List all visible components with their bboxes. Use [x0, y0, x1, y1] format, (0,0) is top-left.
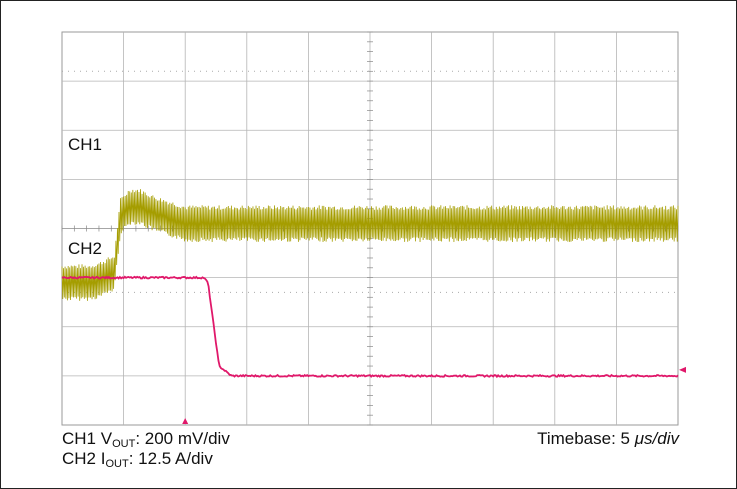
ch2-label: CH2: [66, 239, 105, 259]
ch2-legend-label: CH2: [62, 449, 97, 468]
ch2-scale-text: : 12.5 A/div: [128, 449, 213, 468]
timebase-label: Timebase: 5: [537, 429, 635, 448]
ch2-scale-legend: CH2 IOUT: 12.5 A/div: [62, 449, 213, 474]
ch2-level-marker: [679, 366, 686, 373]
ch1-trace: [61, 189, 679, 301]
timebase-unit: μs/div: [634, 429, 679, 448]
ch2-signal-subscript: OUT: [105, 458, 129, 470]
ch1-label: CH1: [66, 135, 105, 155]
ch1-signal-subscript: OUT: [112, 438, 136, 450]
ch1-scale-legend: CH1 VOUT: 200 mV/div: [62, 429, 230, 454]
timebase-legend: Timebase: 5 μs/div: [537, 429, 679, 449]
ch1-legend-label: CH1: [62, 429, 97, 448]
ch1-scale-text: : 200 mV/div: [135, 429, 230, 448]
ch1-signal: V: [100, 429, 113, 448]
ch2-trace: [61, 275, 679, 379]
markers: [182, 366, 686, 424]
ch2-signal: I: [100, 449, 106, 468]
traces: [61, 189, 679, 379]
trigger-marker: [182, 418, 189, 424]
grid: [61, 31, 679, 426]
